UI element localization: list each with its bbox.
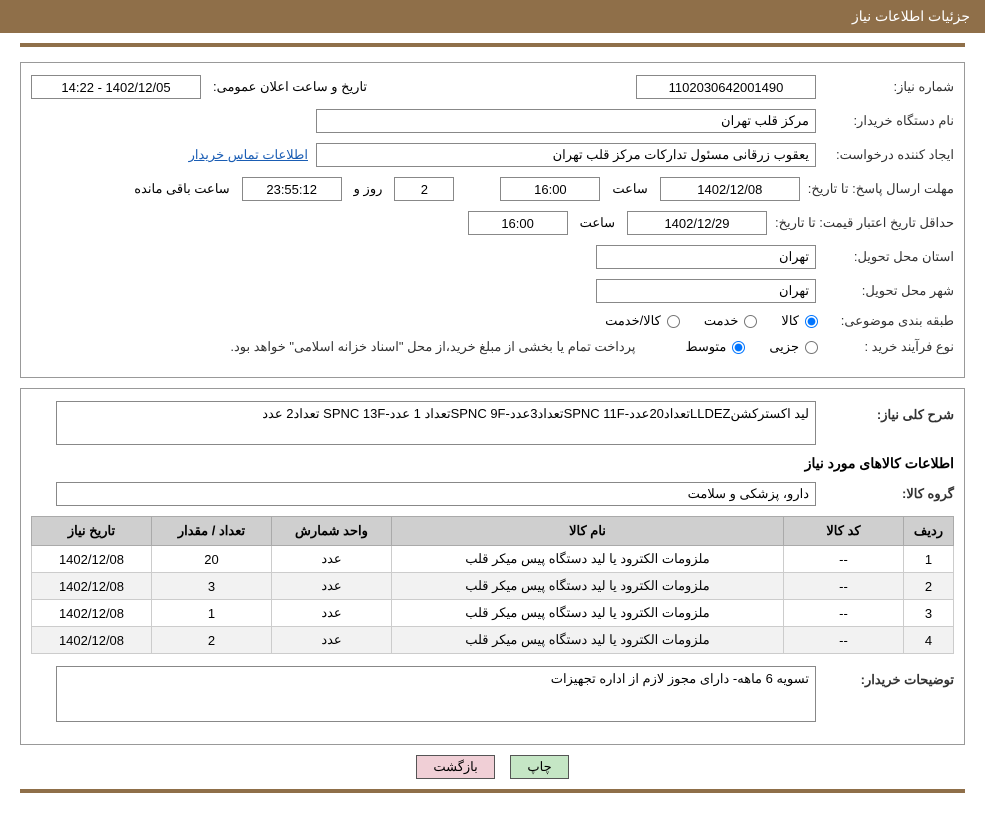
purchase-partial-radio[interactable]: [805, 341, 818, 354]
table-cell: 1: [152, 600, 272, 627]
table-cell: 1: [904, 546, 954, 573]
category-service-label: خدمت: [704, 313, 739, 329]
buyer-contact-link[interactable]: اطلاعات تماس خریدار: [189, 147, 308, 163]
table-header-cell: نام کالا: [392, 517, 784, 546]
table-header-cell: تعداد / مقدار: [152, 517, 272, 546]
table-cell: --: [784, 600, 904, 627]
table-cell: 2: [904, 573, 954, 600]
table-header-cell: کد کالا: [784, 517, 904, 546]
table-cell: 1402/12/08: [32, 573, 152, 600]
requester-label: ایجاد کننده درخواست:: [824, 147, 954, 163]
table-cell: ملزومات الکترود یا لید دستگاه پیس میکر ق…: [392, 546, 784, 573]
overall-need-textarea[interactable]: [56, 401, 816, 445]
table-cell: 3: [152, 573, 272, 600]
divider-line: [20, 43, 965, 47]
need-details-panel: شرح کلی نیاز: اطلاعات کالاهای مورد نیاز …: [20, 388, 965, 745]
days-remaining-field[interactable]: [394, 177, 454, 201]
items-table: ردیفکد کالانام کالاواحد شمارشتعداد / مقد…: [31, 516, 954, 654]
buyer-org-field[interactable]: [316, 109, 816, 133]
table-cell: 4: [904, 627, 954, 654]
table-header-cell: تاریخ نیاز: [32, 517, 152, 546]
time-remaining-field[interactable]: [242, 177, 342, 201]
table-cell: --: [784, 546, 904, 573]
table-cell: عدد: [272, 573, 392, 600]
time-label-2: ساعت: [580, 215, 615, 231]
need-number-label: شماره نیاز:: [824, 79, 954, 95]
items-section-title: اطلاعات کالاهای مورد نیاز: [31, 455, 954, 472]
purchase-medium-label: متوسط: [685, 339, 726, 355]
table-cell: ملزومات الکترود یا لید دستگاه پیس میکر ق…: [392, 573, 784, 600]
table-cell: عدد: [272, 627, 392, 654]
purchase-type-label: نوع فرآیند خرید :: [824, 339, 954, 355]
category-goods-radio[interactable]: [805, 315, 818, 328]
delivery-city-label: شهر محل تحویل:: [824, 283, 954, 299]
table-cell: --: [784, 627, 904, 654]
price-time-field[interactable]: [468, 211, 568, 235]
need-number-field[interactable]: [636, 75, 816, 99]
category-goods-service-radio[interactable]: [667, 315, 680, 328]
purchase-medium-radio[interactable]: [732, 341, 745, 354]
price-validity-label: حداقل تاریخ اعتبار قیمت: تا تاریخ:: [775, 215, 954, 231]
delivery-city-field[interactable]: [596, 279, 816, 303]
buyer-notes-textarea[interactable]: [56, 666, 816, 722]
table-cell: 1402/12/08: [32, 600, 152, 627]
table-cell: 20: [152, 546, 272, 573]
need-info-panel: شماره نیاز: تاریخ و ساعت اعلان عمومی: نا…: [20, 62, 965, 378]
delivery-province-label: استان محل تحویل:: [824, 249, 954, 265]
table-row: 3--ملزومات الکترود یا لید دستگاه پیس میک…: [32, 600, 954, 627]
print-button[interactable]: چاپ: [510, 755, 568, 779]
goods-group-field[interactable]: [56, 482, 816, 506]
reply-deadline-label: مهلت ارسال پاسخ: تا تاریخ:: [808, 181, 954, 197]
table-cell: 3: [904, 600, 954, 627]
remaining-label: ساعت باقی مانده: [134, 181, 229, 197]
days-label: روز و: [354, 181, 383, 197]
back-button[interactable]: بازگشت: [416, 755, 494, 779]
price-date-field[interactable]: [627, 211, 767, 235]
page-title-bar: جزئیات اطلاعات نیاز: [0, 0, 985, 33]
requester-field[interactable]: [316, 143, 816, 167]
purchase-partial-label: جزیی: [769, 339, 799, 355]
reply-time-field[interactable]: [500, 177, 600, 201]
category-label: طبقه بندی موضوعی:: [824, 313, 954, 329]
table-row: 4--ملزومات الکترود یا لید دستگاه پیس میک…: [32, 627, 954, 654]
table-cell: عدد: [272, 546, 392, 573]
buyer-org-label: نام دستگاه خریدار:: [824, 113, 954, 129]
table-row: 1--ملزومات الکترود یا لید دستگاه پیس میک…: [32, 546, 954, 573]
table-cell: 1402/12/08: [32, 546, 152, 573]
table-cell: 2: [152, 627, 272, 654]
table-cell: --: [784, 573, 904, 600]
table-cell: ملزومات الکترود یا لید دستگاه پیس میکر ق…: [392, 600, 784, 627]
purchase-note: پرداخت تمام یا بخشی از مبلغ خرید،از محل …: [230, 339, 635, 355]
announce-datetime-field[interactable]: [31, 75, 201, 99]
table-cell: ملزومات الکترود یا لید دستگاه پیس میکر ق…: [392, 627, 784, 654]
footer-line: [20, 789, 965, 793]
delivery-province-field[interactable]: [596, 245, 816, 269]
buyer-notes-label: توضیحات خریدار:: [824, 666, 954, 688]
category-goods-label: کالا: [781, 313, 799, 329]
table-cell: عدد: [272, 600, 392, 627]
table-cell: 1402/12/08: [32, 627, 152, 654]
overall-need-label: شرح کلی نیاز:: [824, 401, 954, 423]
action-buttons: چاپ بازگشت: [0, 755, 985, 779]
time-label-1: ساعت: [612, 181, 647, 197]
table-header-cell: واحد شمارش: [272, 517, 392, 546]
table-header-cell: ردیف: [904, 517, 954, 546]
category-goods-service-label: کالا/خدمت: [605, 313, 661, 329]
announce-label: تاریخ و ساعت اعلان عمومی:: [213, 79, 367, 95]
table-row: 2--ملزومات الکترود یا لید دستگاه پیس میک…: [32, 573, 954, 600]
page-title: جزئیات اطلاعات نیاز: [852, 8, 970, 24]
reply-date-field[interactable]: [660, 177, 800, 201]
category-service-radio[interactable]: [744, 315, 757, 328]
goods-group-label: گروه کالا:: [824, 486, 954, 502]
